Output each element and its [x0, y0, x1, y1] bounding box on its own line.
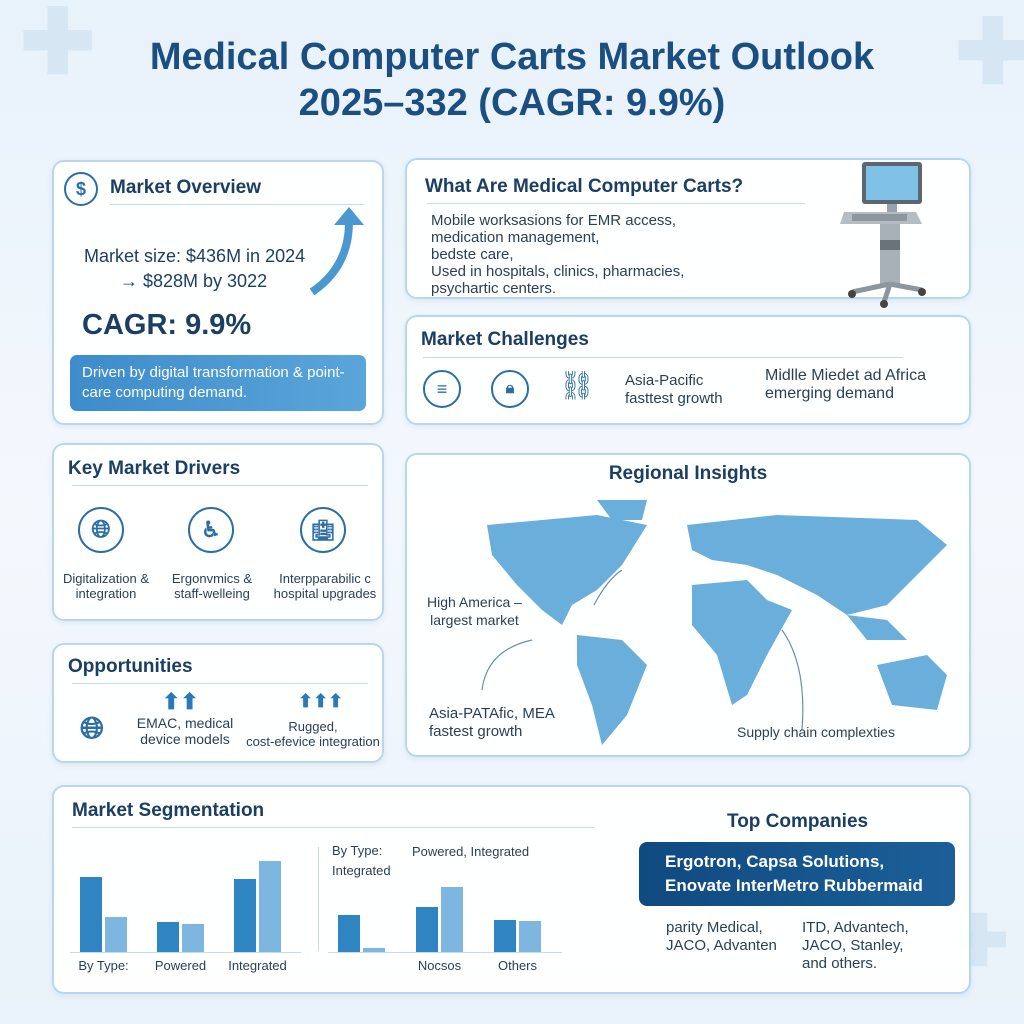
bar	[157, 922, 179, 952]
hospital-icon: 🏥︎	[300, 507, 346, 553]
up-arrows-icon: ⬆⬆⬆	[298, 691, 344, 711]
computer-cart-illustration	[840, 162, 926, 308]
bar	[234, 879, 256, 952]
chart2-integrated-label: Integrated	[332, 863, 391, 878]
featured-companies-banner: Ergotron, Capsa Solutions, Enovate InterM…	[639, 842, 955, 906]
growth-arrow-icon	[309, 207, 364, 296]
cagr-value: CAGR: 9.9%	[82, 309, 252, 341]
bar	[363, 948, 385, 952]
driven-by-banner: Driven by digital transformation & point…	[70, 355, 366, 411]
challenge-mea: Midlle Miedet ad Africa emerging demand	[765, 367, 926, 402]
market-size-2024: Market size: $436M in 2024	[84, 246, 306, 266]
what-are-carts-panel: What Are Medical Computer Carts? Mobile …	[405, 158, 971, 308]
market-challenges-panel: Market Challenges ≡ 🔒︎ ⛓ Asia-Pacific fas…	[405, 315, 971, 425]
bar	[182, 924, 204, 952]
challenges-heading: Market Challenges	[421, 329, 589, 350]
segmentation-heading: Market Segmentation	[72, 800, 265, 821]
chart-baseline	[70, 952, 301, 953]
market-overview-panel: $ Market Overview Market size: $436M in …	[52, 160, 384, 425]
top-companies-heading: Top Companies	[727, 811, 869, 832]
driver-ergonomics: Ergonvmics & staff-welleing	[171, 571, 253, 601]
bar	[416, 907, 438, 952]
apac-mea-label: Asia-PATAfic, MEA fastest growth	[429, 705, 555, 740]
bar	[441, 887, 463, 952]
bar	[494, 920, 516, 952]
globe-icon: 🌐︎	[80, 712, 104, 745]
category-label: Nocsos	[417, 958, 462, 973]
up-arrows-icon: ⬆⬆	[162, 689, 199, 714]
north-america-label: High America – largest market	[427, 594, 522, 628]
companies-col2: ITD, Advantech, JACO, Stanley, and others.	[802, 919, 909, 972]
regional-heading: Regional Insights	[608, 463, 768, 484]
category-label: Powered	[154, 958, 207, 973]
ergonomics-icon: ♿︎	[188, 507, 234, 553]
bar	[338, 915, 360, 952]
annotation-arrows	[481, 569, 804, 731]
broken-link-icon: ⛓	[559, 370, 595, 401]
bar	[105, 917, 127, 952]
opportunity-emac: EMAC, medical device models	[136, 715, 234, 747]
key-drivers-panel: Key Market Drivers 🌐︎ ♿︎ 🏥︎ Digitalizati…	[52, 443, 384, 621]
drivers-heading: Key Market Drivers	[68, 458, 241, 479]
driver-interoperability: Interpparabilic c hospital upgrades	[273, 571, 377, 601]
driver-digitalization: Digitalization & integration	[63, 571, 149, 601]
globe-icon: 🌐︎	[78, 507, 124, 553]
chart2-by-type-label: By Type:	[332, 843, 383, 858]
regional-insights-panel: Regional Insights High America – largest …	[405, 453, 971, 757]
bar	[80, 877, 102, 952]
opportunity-rugged: Rugged, cost-efevice integration	[246, 719, 380, 749]
database-icon: ≡	[423, 370, 461, 408]
supply-chain-label: Supply chain complexties	[737, 724, 895, 740]
what-are-heading: What Are Medical Computer Carts?	[425, 176, 744, 197]
page-title: Medical Computer Carts Market Outlook 202…	[149, 36, 875, 124]
market-size-forecast: → $828M by 3022	[120, 271, 268, 291]
companies-col1: parity Medical, JACO, Advanten	[666, 919, 777, 954]
world-map	[487, 500, 947, 745]
bar	[519, 921, 541, 952]
opportunities-heading: Opportunities	[68, 656, 193, 677]
dollar-icon: $	[64, 172, 98, 206]
market-segmentation-panel: Market Segmentation By Type: Integrated …	[52, 785, 971, 994]
category-label: Others	[497, 958, 537, 973]
challenge-asia-pacific: Asia-Pacific fasttest growth	[625, 372, 723, 407]
medical-cross-decoration: ✚	[20, 0, 96, 93]
chart-baseline	[328, 952, 562, 953]
what-are-description: Mobile worksasions for EMR access, medica…	[431, 212, 685, 297]
bar	[259, 861, 281, 952]
chart2-powered-integrated-label: Powered, Integrated	[412, 844, 530, 859]
lock-icon: 🔒︎	[491, 370, 529, 408]
medical-cross-decoration: ✚	[955, 3, 1024, 103]
opportunities-panel: Opportunities 🌐︎ ⬆⬆ ⬆⬆⬆ EMAC, medical dev…	[52, 643, 384, 763]
category-label: By Type:	[78, 958, 129, 973]
category-label: Integrated	[228, 958, 287, 973]
market-overview-heading: Market Overview	[110, 177, 262, 198]
